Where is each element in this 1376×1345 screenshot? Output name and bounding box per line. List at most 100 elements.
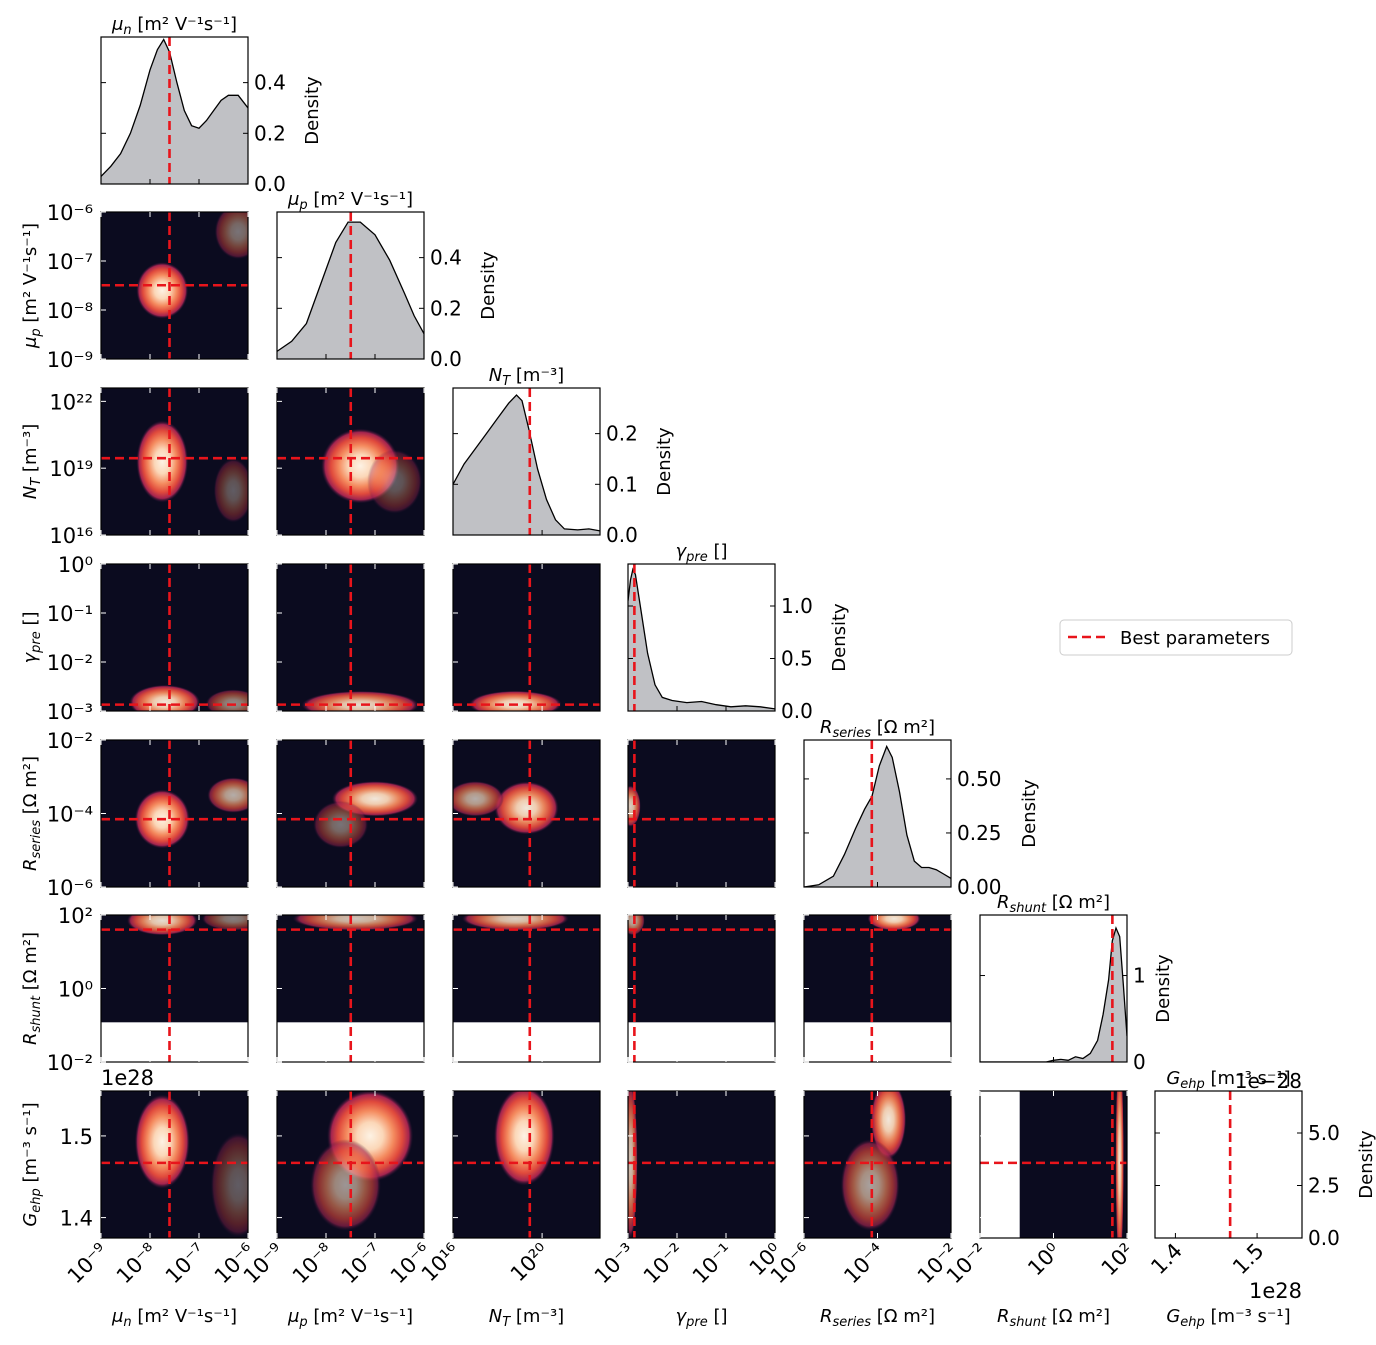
density-axis-label: Density <box>1153 954 1174 1023</box>
density-axis-label: Density <box>654 427 675 496</box>
empty-region <box>101 1022 248 1062</box>
x-axis-label-mu_p: μp [m² V⁻¹s⁻¹] <box>287 1306 413 1330</box>
x-axis-label-gamma_pre: γpre [] <box>675 1306 727 1330</box>
x-tick-label: 10⁻⁷ <box>161 1239 211 1289</box>
kde-clip-group <box>101 37 248 184</box>
density-axis-label: Density <box>1356 1130 1376 1199</box>
legend: Best parameters <box>1060 620 1292 655</box>
x-tick-label: 10⁻³ <box>590 1239 640 1289</box>
x-axis-label-R_shunt: Rshunt [Ω m²] <box>997 1306 1110 1330</box>
panel-R_shunt-vs-R_shunt: 0 1 Density Rshunt [Ω m²] <box>980 892 1174 1074</box>
panel-R_shunt-vs-mu_p <box>277 907 424 1062</box>
panel-R_series-vs-gamma_pre <box>620 740 775 887</box>
y-tick-label: 10⁻² <box>47 729 93 753</box>
density-tick-label: 0.0 <box>430 347 462 371</box>
density-hotspot <box>136 262 188 318</box>
density-hotspot <box>202 907 265 931</box>
panel-R_shunt-vs-gamma_pre <box>621 906 775 1062</box>
kde-clip-group <box>277 212 424 359</box>
kde-clip-group <box>453 388 600 535</box>
density-hotspot <box>447 781 504 816</box>
density-axis-label: Density <box>478 251 499 320</box>
kde-fill-gamma_pre <box>628 569 775 711</box>
density-hotspot <box>135 1095 190 1189</box>
kde-fill-N_T <box>453 395 600 535</box>
density-tick-label: 0.0 <box>606 523 638 547</box>
x-tick-label: 10⁻⁸ <box>288 1239 338 1289</box>
density-tick-label: 5.0 <box>1308 1121 1340 1145</box>
density-tick-label: 1.0 <box>781 594 813 618</box>
y-axis-label-R_series: Rseries [Ω m²] <box>20 756 44 871</box>
x-tick-label: 10⁻⁸ <box>112 1239 162 1289</box>
x-axis-label-N_T: NT [m⁻³] <box>489 1306 564 1330</box>
y-tick-label: 10⁻² <box>47 1051 93 1075</box>
y-tick-label: 1.4 <box>60 1207 93 1231</box>
density-background <box>453 564 600 711</box>
density-background <box>628 740 775 887</box>
density-axis-label: Density <box>1019 779 1040 848</box>
density-hotspot <box>129 685 200 719</box>
kde-fill-R_shunt <box>980 928 1127 1062</box>
density-tick-label: 0.2 <box>254 121 286 145</box>
density-tick-label: 1 <box>1133 964 1146 988</box>
density-offset-label: 1e−28 <box>1235 1069 1302 1093</box>
diagonal-title-R_series: Rseries [Ω m²] <box>820 717 935 741</box>
y-axis-label-gamma_pre: γpre [] <box>20 611 44 663</box>
panel-R_series-vs-N_T <box>447 740 600 887</box>
panel-N_T-vs-mu_p <box>277 388 424 535</box>
diagonal-title-R_shunt: Rshunt [Ω m²] <box>997 892 1110 916</box>
density-tick-label: 0.2 <box>606 422 638 446</box>
density-tick-label: 0.4 <box>430 246 462 270</box>
density-hotspot <box>494 782 558 835</box>
y-tick-label: 10⁰ <box>58 978 93 1002</box>
y-axis-label-mu_p: μp [m² V⁻¹s⁻¹] <box>20 223 44 349</box>
density-tick-label: 0.4 <box>254 71 286 95</box>
density-background <box>628 1091 775 1238</box>
density-axis-label: Density <box>302 76 323 145</box>
density-hotspot <box>841 1139 900 1230</box>
x-tick-label: 10⁻² <box>639 1239 689 1289</box>
x-axis-label-G_ehp: Gehp [m⁻³ s⁻¹] <box>1166 1306 1290 1330</box>
diagonal-title-gamma_pre: γpre [] <box>675 541 727 565</box>
kde-clip-group <box>804 740 951 887</box>
y-tick-label: 10⁻⁶ <box>47 876 93 900</box>
y-tick-label: 10⁻³ <box>47 700 93 724</box>
kde-clip-group <box>628 564 775 711</box>
diagonal-title-N_T: NT [m⁻³] <box>489 365 564 389</box>
y-axis-label-R_shunt: Rshunt [Ω m²] <box>20 932 44 1045</box>
density-tick-label: 0.00 <box>957 875 1002 899</box>
y-tick-label: 10⁻⁹ <box>47 348 93 372</box>
x-tick-label: 10⁻¹ <box>688 1239 738 1289</box>
y-tick-label: 10⁻⁸ <box>47 299 93 323</box>
x-tick-label: 10⁻⁷ <box>337 1239 387 1289</box>
density-hotspot <box>211 1133 266 1238</box>
y-tick-label: 1.5 <box>60 1125 93 1149</box>
empty-region <box>628 1022 775 1062</box>
y-tick-label: 10⁻⁴ <box>47 803 93 827</box>
panel-gamma_pre-vs-mu_p <box>277 564 424 719</box>
y-tick-label: 10⁰ <box>58 553 93 577</box>
y-axis-label-N_T: NT [m⁻³] <box>20 424 44 499</box>
density-hotspot <box>310 1139 381 1230</box>
y-tick-label: 10¹⁹ <box>49 457 93 481</box>
y-tick-label: 10⁻⁷ <box>47 250 93 274</box>
panel-R_shunt-vs-R_series <box>804 907 951 1062</box>
x-tick-label: 10⁻⁹ <box>63 1239 113 1289</box>
density-tick-label: 0.0 <box>1308 1226 1340 1250</box>
density-tick-label: 0 <box>1133 1050 1146 1074</box>
density-tick-label: 0.0 <box>781 699 813 723</box>
y-tick-label: 10⁻² <box>47 651 93 675</box>
